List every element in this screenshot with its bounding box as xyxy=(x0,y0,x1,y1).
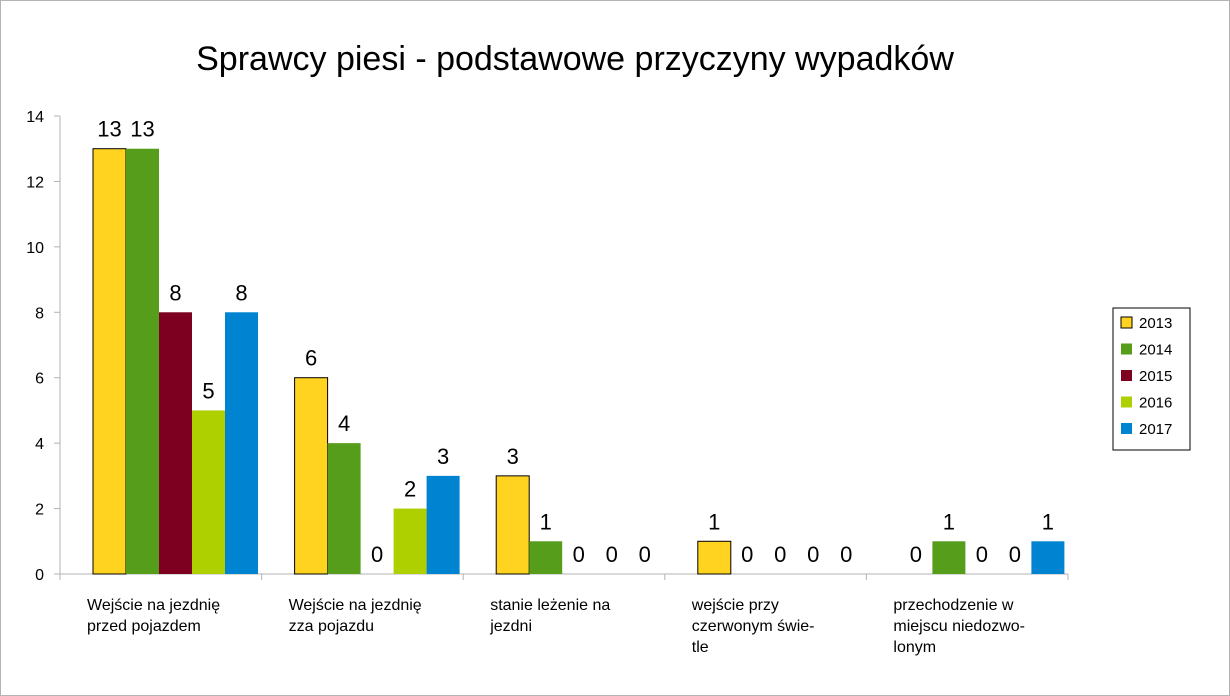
x-tick-label: stanie leżenie na xyxy=(490,597,610,614)
data-label: 13 xyxy=(130,117,154,142)
legend-swatch xyxy=(1121,396,1132,408)
y-tick-label: 0 xyxy=(35,567,44,584)
data-label: 0 xyxy=(840,542,852,567)
legend-swatch xyxy=(1120,316,1133,329)
x-tick-label: przed pojazdem xyxy=(87,618,201,635)
legend-swatch xyxy=(1121,423,1132,434)
legend-label: 2016 xyxy=(1139,395,1172,412)
data-label: 6 xyxy=(305,346,317,371)
data-label: 0 xyxy=(606,542,618,567)
data-label: 0 xyxy=(774,542,786,567)
data-label: 1 xyxy=(1042,509,1054,534)
x-tick-label: Wejście na jezdnię xyxy=(289,597,422,614)
data-label: 0 xyxy=(1009,542,1021,567)
x-tick-label: tle xyxy=(692,639,709,656)
bar xyxy=(294,377,329,575)
bar xyxy=(529,541,563,574)
y-tick-label: 2 xyxy=(35,502,44,519)
bar xyxy=(1031,541,1065,574)
y-tick-label: 14 xyxy=(26,109,44,126)
data-label: 0 xyxy=(371,542,383,567)
y-tick-label: 6 xyxy=(35,371,44,388)
data-label: 3 xyxy=(507,444,519,469)
bar xyxy=(932,541,966,574)
legend-label: 2013 xyxy=(1139,315,1172,332)
data-label: 0 xyxy=(573,542,585,567)
data-label: 0 xyxy=(639,542,651,567)
data-label: 3 xyxy=(437,444,449,469)
y-tick-label: 10 xyxy=(26,240,44,257)
legend-swatch xyxy=(1121,343,1132,355)
x-tick-label: zza pojazdu xyxy=(289,618,374,635)
data-label: 0 xyxy=(976,542,988,567)
data-label: 4 xyxy=(338,411,350,436)
legend-label: 2017 xyxy=(1139,421,1172,438)
y-tick-label: 8 xyxy=(35,305,44,322)
x-tick-label: miejscu niedozwo- xyxy=(893,618,1025,635)
bar xyxy=(697,540,732,575)
x-tick-label: lonym xyxy=(893,639,936,656)
bar xyxy=(393,508,427,574)
y-tick-label: 4 xyxy=(35,436,44,453)
x-tick-label: przechodzenie w xyxy=(893,597,1014,614)
bar xyxy=(126,148,159,574)
data-label: 8 xyxy=(169,280,181,305)
data-label: 1 xyxy=(708,509,720,534)
bar xyxy=(426,475,460,574)
chart-title: Sprawcy piesi - podstawowe przyczyny wyp… xyxy=(196,40,954,78)
data-label: 1 xyxy=(540,509,552,534)
legend-label: 2015 xyxy=(1139,368,1172,385)
x-tick-label: jezdni xyxy=(489,618,532,635)
bar xyxy=(92,148,127,575)
data-label: 2 xyxy=(404,477,416,502)
legend-swatch xyxy=(1121,370,1132,381)
x-tick-label: czerwonym świe- xyxy=(692,618,815,635)
data-label: 8 xyxy=(235,280,247,305)
legend-label: 2014 xyxy=(1139,342,1172,359)
data-label: 5 xyxy=(202,378,214,403)
bar xyxy=(495,475,530,575)
bar xyxy=(225,312,258,574)
bar xyxy=(192,410,225,574)
bar xyxy=(159,312,192,574)
x-tick-label: wejście przy xyxy=(691,597,779,614)
data-label: 0 xyxy=(910,542,922,567)
x-tick-label: Wejście na jezdnię xyxy=(87,597,220,614)
data-label: 0 xyxy=(807,542,819,567)
data-label: 0 xyxy=(741,542,753,567)
data-label: 13 xyxy=(97,117,121,142)
y-tick-label: 12 xyxy=(26,174,44,191)
bar xyxy=(327,443,361,574)
data-label: 1 xyxy=(943,509,955,534)
